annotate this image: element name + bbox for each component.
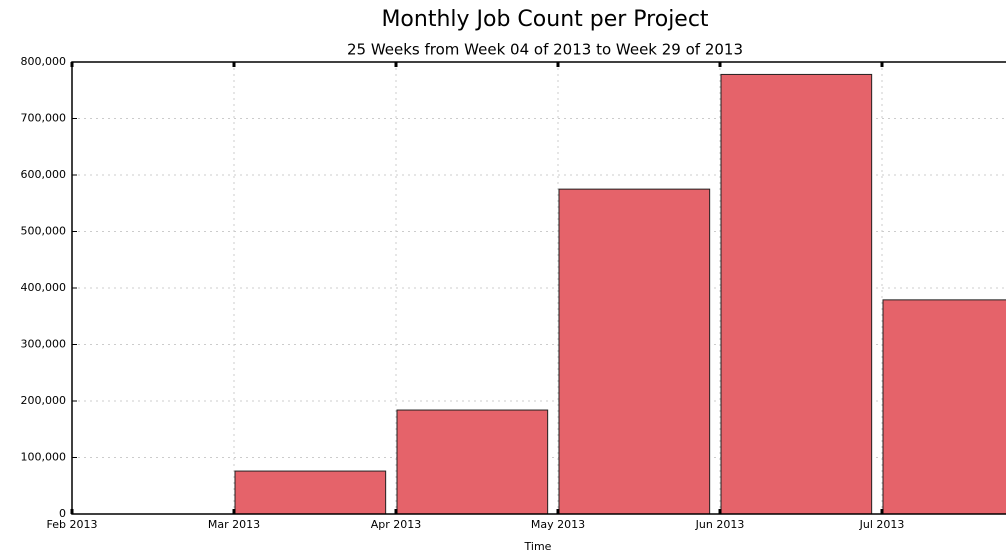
x-tick-label: Feb 2013 xyxy=(47,518,98,531)
y-tick-label: 600,000 xyxy=(21,168,67,181)
y-tick-label: 700,000 xyxy=(21,112,67,125)
bar xyxy=(234,470,387,515)
bar xyxy=(882,299,1006,515)
y-tick-label: 0 xyxy=(59,507,66,520)
y-tick-label: 500,000 xyxy=(21,225,67,238)
bar xyxy=(720,73,873,515)
x-tick-label: Jul 2013 xyxy=(859,518,905,531)
plot-frame xyxy=(71,61,1006,515)
x-tick-label: Jun 2013 xyxy=(695,518,745,531)
bar xyxy=(558,188,711,515)
y-tick-label: 400,000 xyxy=(21,281,67,294)
chart-title: Monthly Job Count per Project xyxy=(381,7,708,32)
y-tick-label: 200,000 xyxy=(21,394,67,407)
chart-subtitle: 25 Weeks from Week 04 of 2013 to Week 29… xyxy=(347,41,743,59)
y-tick-label: 100,000 xyxy=(21,451,67,464)
y-tick-label: 800,000 xyxy=(21,55,67,68)
bar xyxy=(396,409,549,515)
x-tick-label: Apr 2013 xyxy=(371,518,422,531)
x-tick-label: May 2013 xyxy=(531,518,585,531)
y-tick-label: 300,000 xyxy=(21,338,67,351)
x-tick-label: Mar 2013 xyxy=(208,518,260,531)
x-axis-label: Time xyxy=(524,540,552,553)
